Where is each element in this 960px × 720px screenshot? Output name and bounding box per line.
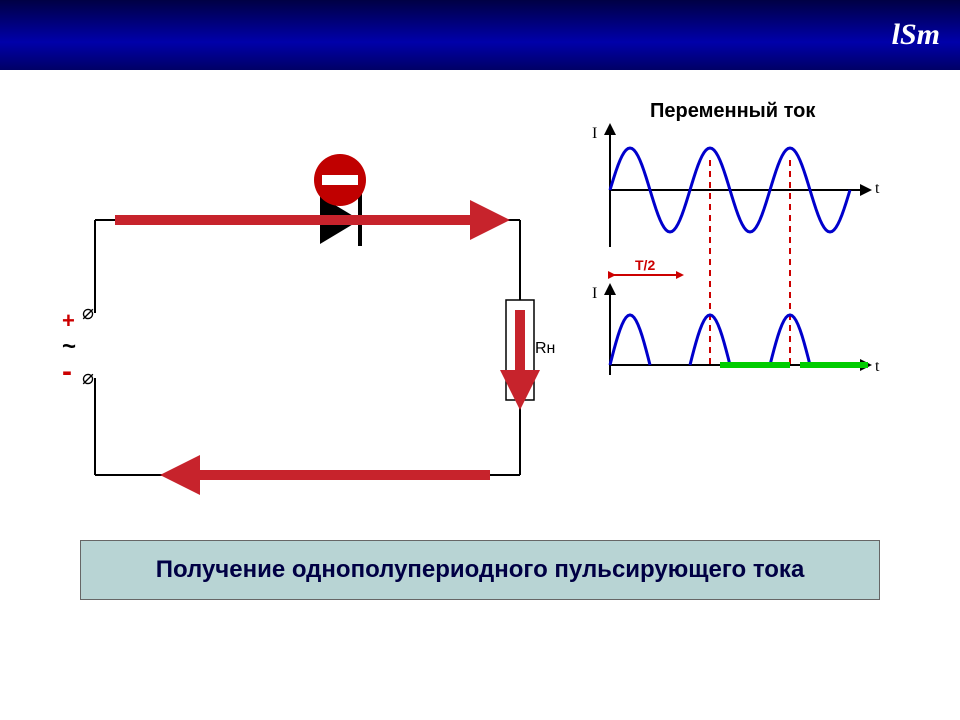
source-minus-label: - [62,355,72,389]
caption-box: Получение однополупериодного пульсирующе… [80,540,880,600]
axis-t-2: t [875,358,879,376]
circuit-diagram: + ~ - ⌀ ⌀ Rн [60,120,560,500]
header-bar: lSm [0,0,960,70]
caption-text: Получение однополупериодного пульсирующе… [156,556,805,584]
source-plus-label: + [62,308,75,334]
graphs-area: Переменный ток I t I t T/2 [580,100,930,420]
terminal-top-icon: ⌀ [82,300,94,325]
terminal-bottom-icon: ⌀ [82,365,94,390]
axis-I-2: I [592,285,597,303]
period-half-label: T/2 [635,257,655,273]
load-label: Rн [535,340,555,358]
axis-t-1: t [875,180,879,198]
graphs-svg [580,100,900,400]
circuit-svg [60,120,580,520]
graph-title: Переменный ток [650,100,815,123]
main-area: + ~ - ⌀ ⌀ Rн Переменный ток I t I t T/2 … [0,70,960,720]
logo: lSm [892,18,940,52]
axis-I-1: I [592,125,597,143]
